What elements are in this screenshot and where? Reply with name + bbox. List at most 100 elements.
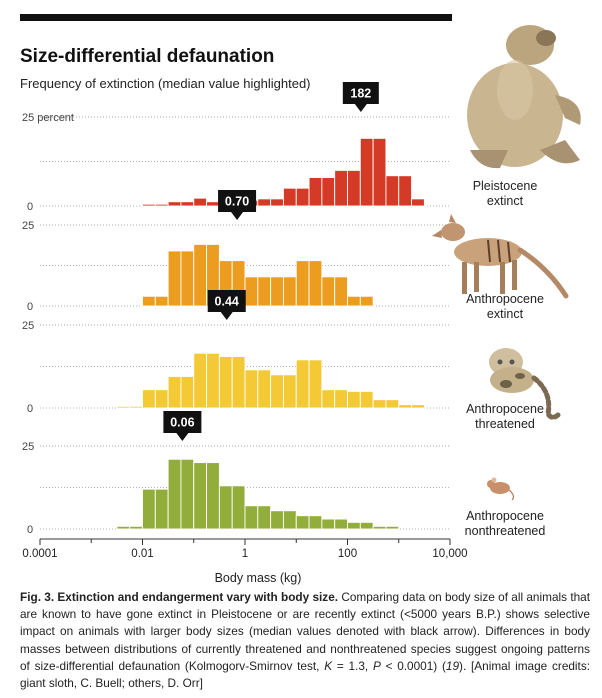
histogram-bar <box>308 515 323 530</box>
y-tick-top: 25 <box>22 441 34 453</box>
median-arrow <box>220 312 233 320</box>
title-rule <box>20 14 452 21</box>
histogram-bar <box>167 376 182 409</box>
histogram-bar <box>398 404 413 409</box>
caption-k-value: = 1.3, <box>332 658 373 673</box>
histogram-bar <box>116 405 131 409</box>
histogram-bar <box>282 187 297 207</box>
histogram-bar <box>321 518 336 530</box>
histogram-bar <box>154 203 169 207</box>
histogram-bar <box>257 276 272 307</box>
series-label-line: Anthropocene <box>466 292 544 306</box>
histogram-bar <box>359 295 374 307</box>
histogram-bar <box>206 352 220 409</box>
caption-p-symbol: P <box>372 658 381 673</box>
median-marker-box <box>342 82 379 104</box>
chart-subtitle: Frequency of extinction (median value hi… <box>20 76 311 91</box>
y-tick-top: 25 <box>22 220 34 232</box>
histogram-bar <box>206 462 220 530</box>
histogram-bar <box>295 359 310 409</box>
histogram-bar <box>372 137 387 207</box>
histogram-bar <box>180 250 195 307</box>
histogram-bar <box>154 295 169 307</box>
histogram-bar <box>244 276 259 307</box>
median-arrow <box>176 433 189 441</box>
x-tick-label: 100 <box>338 548 357 560</box>
histogram-bar <box>385 525 400 530</box>
caption-lead: Fig. 3. Extinction and endangerment vary… <box>20 590 339 604</box>
histogram-bar <box>180 201 195 207</box>
histogram-bar <box>295 515 310 530</box>
median-marker-box <box>207 290 246 312</box>
histogram-bar <box>142 389 156 409</box>
figure-caption: Fig. 3. Extinction and endangerment vary… <box>20 589 590 692</box>
chart-title: Size-differential defaunation <box>20 46 274 67</box>
y-tick-zero: 0 <box>27 524 33 536</box>
histogram-bar <box>231 356 246 409</box>
x-tick-label: 10,000 <box>432 548 467 560</box>
giant-sloth-icon <box>467 25 581 169</box>
histogram-bar <box>334 169 348 207</box>
histogram-bar <box>372 399 387 409</box>
clouded-leopard-icon <box>489 348 561 420</box>
caption-ref: 19 <box>445 658 460 673</box>
histogram-bar <box>180 376 195 409</box>
x-axis-title: Body mass (kg) <box>215 571 302 585</box>
histogram-bar <box>359 137 374 207</box>
caption-body-1: Comparing data on body size of all anima… <box>20 590 590 673</box>
series-label-line: extinct <box>487 194 524 208</box>
histogram-bar <box>398 175 413 207</box>
histogram-bar <box>282 276 297 307</box>
histogram-bar <box>321 276 336 307</box>
histogram-bar <box>257 369 272 409</box>
series-label-line: nonthreatened <box>465 524 546 538</box>
x-axis: 0.0001 0.01 1 100 10,000 <box>22 538 468 560</box>
y-tick-top: 25 <box>22 320 34 332</box>
histogram-bar <box>308 177 323 207</box>
histogram-bar <box>347 169 361 207</box>
histogram-bar <box>359 521 374 530</box>
histogram-bar <box>193 243 208 307</box>
histogram-bar <box>218 485 233 530</box>
histogram-bar <box>257 505 272 530</box>
histogram-bar <box>411 198 425 207</box>
histogram-bar <box>231 485 246 530</box>
histogram-bar <box>244 505 259 530</box>
histogram-bar <box>295 187 310 207</box>
caption-k-symbol: K <box>324 658 333 673</box>
histogram-bar <box>142 203 156 207</box>
histogram-bar <box>129 525 143 530</box>
histogram-panels: 25 percent0182Pleistoceneextinct2500.70A… <box>22 82 545 538</box>
histogram-bar <box>347 295 361 307</box>
y-tick-top: 25 percent <box>22 112 74 124</box>
median-arrow <box>354 104 367 112</box>
x-tick-label: 0.0001 <box>22 548 57 560</box>
histogram-bar <box>321 177 336 207</box>
histogram-bar <box>167 458 182 530</box>
histogram-bar <box>129 405 143 409</box>
histogram-bar <box>193 462 208 530</box>
series-label-line: Anthropocene <box>466 509 544 523</box>
histogram-bar <box>282 510 297 530</box>
histogram-bar <box>116 525 131 530</box>
histogram-bar <box>334 389 348 409</box>
x-tick-label: 0.01 <box>131 548 153 560</box>
histogram-bar <box>270 510 284 530</box>
mouse-icon <box>487 477 515 501</box>
histogram-bar <box>347 390 361 409</box>
histogram-bar <box>282 374 297 409</box>
histogram-bar <box>142 295 156 307</box>
series-label-line: extinct <box>487 307 524 321</box>
histogram-bar <box>295 260 310 307</box>
histogram-bar <box>372 525 387 530</box>
histogram-bar <box>167 250 182 307</box>
histogram-bar <box>270 276 284 307</box>
histogram-bar <box>154 389 169 409</box>
figure-canvas: Size-differential defaunation Frequency … <box>20 14 581 585</box>
histogram-bar <box>154 488 169 530</box>
histogram-bar <box>359 390 374 409</box>
caption-body-3: ). [Animal image credits: giant sloth, C… <box>20 658 591 691</box>
median-label: 0.44 <box>215 295 239 309</box>
